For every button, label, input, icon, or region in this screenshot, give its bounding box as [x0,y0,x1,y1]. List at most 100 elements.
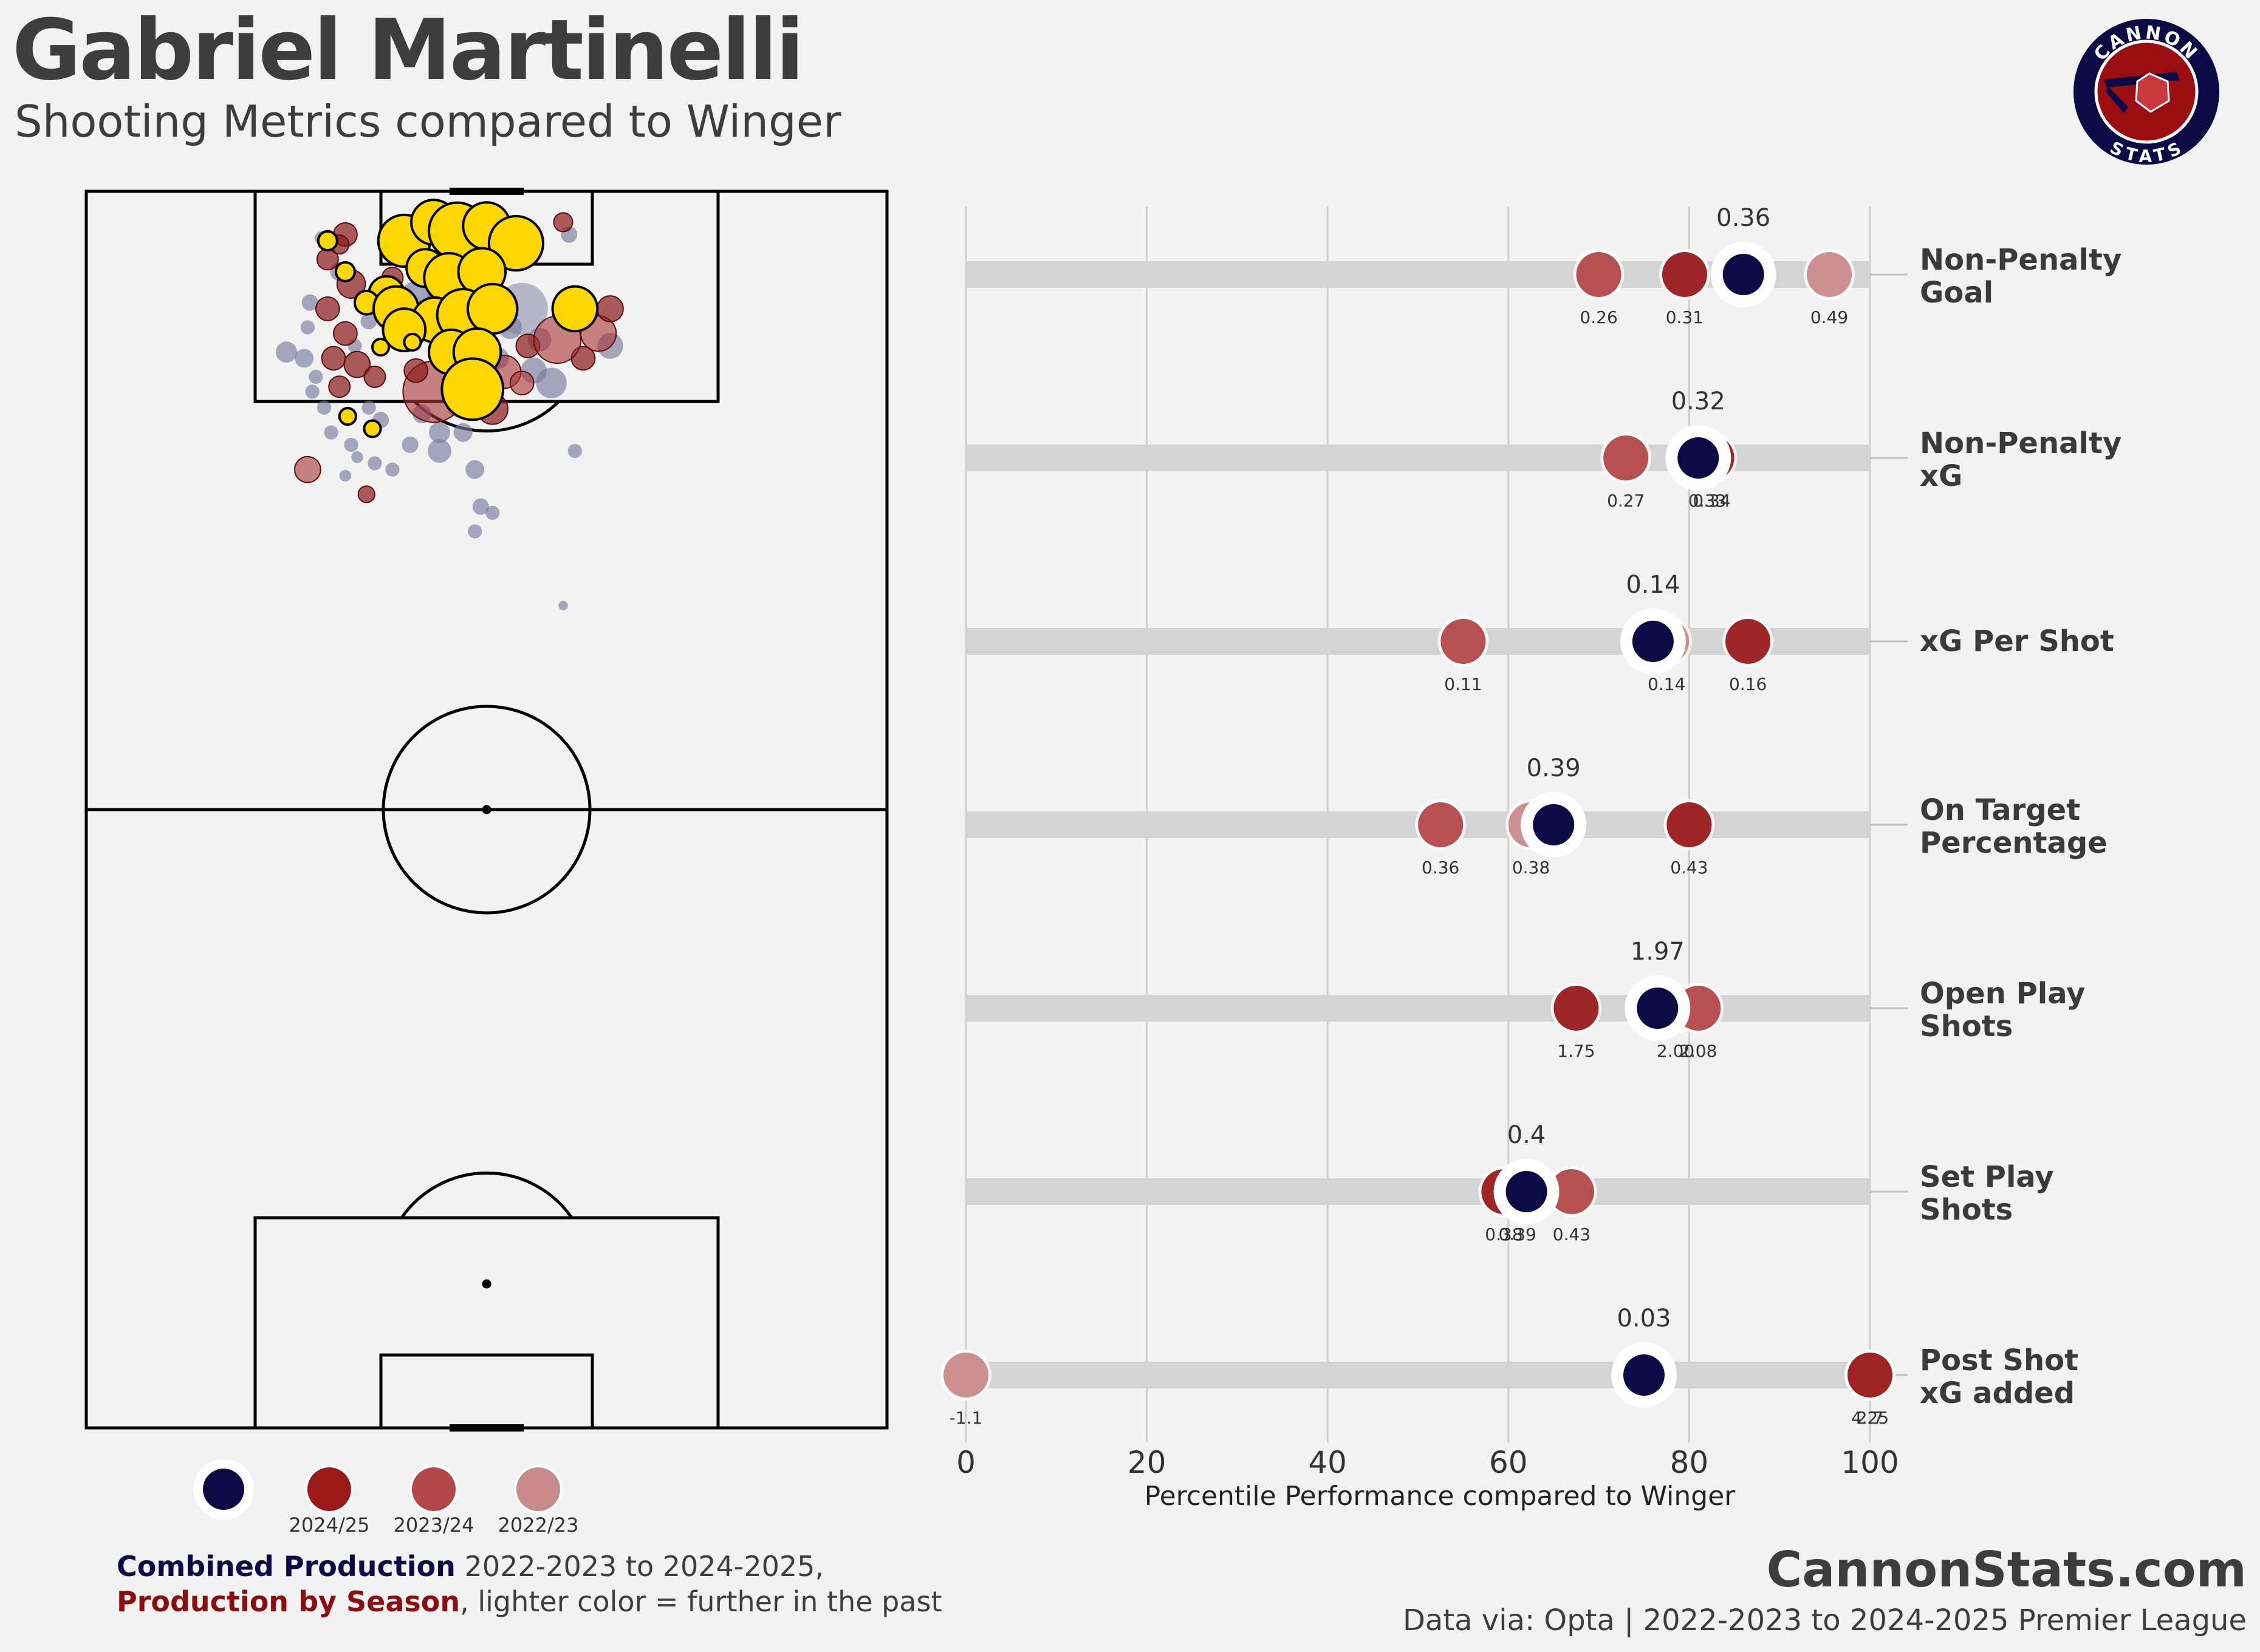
season-point [1807,252,1852,297]
combined-point [1632,621,1674,662]
combined-value-label: 0.32 [1671,387,1725,415]
season-value-label: 0.33 [1688,491,1726,511]
legend-2024-25-dot [307,1467,351,1511]
shot [368,456,382,471]
shot-goal [487,214,545,272]
x-tick-label: 100 [1841,1445,1899,1480]
shot [324,425,338,440]
shot [429,422,450,443]
shot [351,451,363,463]
shot-goal [466,282,519,335]
season-value-label: 0.38 [1512,858,1550,878]
metric-track [966,1362,1870,1388]
legend-label-2023-24: 2023/24 [394,1514,474,1537]
combined-value-label: 1.97 [1631,938,1685,966]
legend-line-1: Combined Production 2022-2023 to 2024-20… [117,1550,824,1583]
combined-point [1533,804,1575,845]
shot [294,456,321,483]
season-point [1847,1353,1892,1398]
shot [315,296,340,321]
shot [305,384,320,399]
shot [385,462,400,477]
combined-value-label: 0.03 [1617,1305,1671,1333]
metric-label-line-2: Shots [1920,1193,2013,1227]
combined-value-label: 0.14 [1626,571,1680,599]
x-tick-label: 0 [956,1445,976,1480]
shot-map [276,199,624,610]
metric-label-line-2: xG [1920,459,1962,493]
shot [467,524,482,539]
season-value-label: 0.39 [1499,1224,1536,1244]
shot [343,350,371,378]
shot [428,439,451,463]
shot [558,601,568,610]
shot-goal [338,406,357,426]
combined-value-label: 0.4 [1507,1121,1546,1149]
cannon-stats-logo: CANNON STATS [2073,19,2219,166]
combined-point [1637,988,1679,1029]
season-point [1576,252,1621,297]
season-value-label: 1.75 [1557,1041,1595,1061]
metric-label-line-2: xG added [1920,1376,2075,1410]
season-value-label: 0.38 [1485,1224,1522,1244]
shot [276,341,297,363]
x-tick-label: 80 [1670,1445,1709,1480]
shot-goal [403,332,422,352]
season-value-label: 0.14 [1648,674,1685,694]
season-value-label: 2.7 [1857,1408,1884,1428]
shot [317,400,332,415]
shot [553,212,574,233]
bottom-penalty-arc [400,1172,574,1219]
shot-goal [317,230,338,251]
shot [333,321,358,346]
shot-goal [440,357,505,422]
shot [295,349,314,368]
shot-goal [334,261,356,282]
metric-label-line-2: Percentage [1920,826,2108,860]
site-name: CannonStats.com [1766,1541,2247,1598]
shot [339,469,352,482]
legend-2023-24-dot [412,1467,456,1511]
season-value-label: 0.26 [1580,307,1617,327]
legend-label-2022-23: 2022/23 [498,1514,579,1537]
combined-point [1677,437,1719,479]
metric-label: xG Per Shot [1920,624,2114,658]
metric-label: Set Play [1920,1160,2054,1194]
shot [536,367,567,398]
season-value-label: 0.36 [1422,858,1459,878]
legend-line-2-rest: , lighter color = further in the past [460,1585,942,1618]
season-value-label: 0.31 [1666,307,1704,327]
shot [485,505,500,520]
combined-value-label: 0.39 [1527,754,1581,782]
season-point [1418,802,1464,847]
metric-label-line-2: Shots [1920,1009,2013,1043]
metric-label: Non-Penalty [1920,243,2121,277]
shot [301,294,318,311]
shot [403,358,429,383]
legend-line-2: Production by Season, lighter color = fu… [117,1585,942,1618]
bottom-six-yard-box [379,1353,594,1430]
legend-2022-23-dot [516,1467,560,1511]
shot [363,365,386,388]
shot [357,485,375,503]
shot [402,436,419,453]
x-axis-label: Percentile Performance compared to Winge… [1145,1481,1736,1512]
season-value-label: -1.1 [950,1408,983,1428]
combined-point [1722,254,1764,295]
metric-track [966,1178,1870,1205]
x-tick-label: 60 [1489,1445,1528,1480]
metric-label: Post Shot [1920,1343,2078,1377]
legend-label-2024-25: 2024/25 [289,1514,370,1537]
combined-value-label: 0.36 [1716,204,1770,232]
legend-season-label: Production by Season [117,1585,461,1618]
legend-combined-dot [203,1469,244,1510]
metric-track [966,995,1870,1022]
metric-label: Non-Penalty [1920,426,2121,460]
combined-point [1505,1171,1547,1212]
shot [361,400,376,415]
shot [300,320,315,335]
metric-label: Open Play [1920,977,2085,1011]
centre-spot [482,805,491,814]
shot [597,295,624,323]
